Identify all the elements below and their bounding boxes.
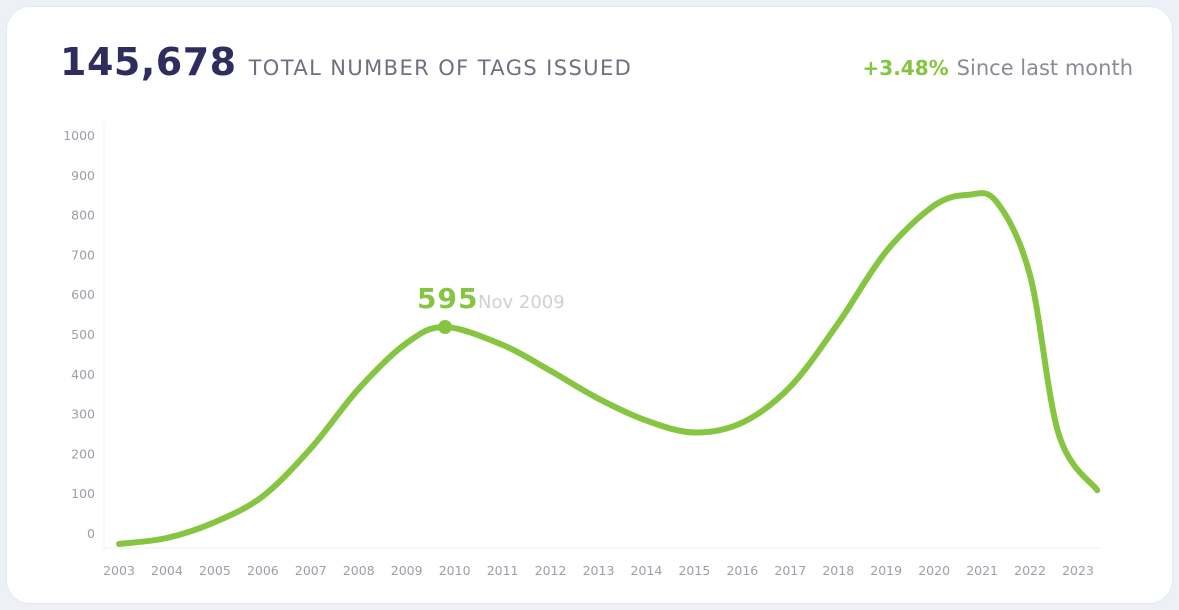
x-tick-label: 2023: [1062, 563, 1094, 578]
change-percent: +3.48%: [862, 56, 949, 80]
x-tick-label: 2021: [966, 563, 998, 578]
x-tick-label: 2019: [870, 563, 902, 578]
chart-card: [6, 6, 1173, 604]
highlight-point[interactable]: [438, 320, 453, 335]
x-tick-label: 2005: [199, 563, 231, 578]
y-tick-label: 400: [71, 367, 95, 382]
x-tick-label: 2012: [535, 563, 567, 578]
x-axis-ticks: 2003 2004 2005 2006 2007 2008 2009 2010 2011 2012…: [103, 563, 1094, 578]
x-tick-label: 2006: [247, 563, 279, 578]
y-tick-label: 500: [71, 327, 95, 342]
y-tick-label: 300: [71, 407, 95, 422]
x-tick-label: 2015: [678, 563, 710, 578]
y-tick-label: 1000: [63, 128, 95, 143]
x-tick-label: 2008: [343, 563, 375, 578]
x-tick-label: 2014: [631, 563, 663, 578]
x-tick-label: 2010: [439, 563, 471, 578]
highlight-date: Nov 2009: [478, 292, 565, 313]
summary-header: 145,678 TOTAL NUMBER OF TAGS ISSUED: [60, 40, 632, 90]
x-tick-label: 2004: [151, 563, 183, 578]
monthly-change: +3.48% Since last month: [863, 56, 1133, 80]
highlight-callout: 595 Nov 2009: [417, 282, 565, 335]
series-layer: [116, 190, 1101, 547]
x-tick-label: 2013: [583, 563, 615, 578]
y-tick-label: 100: [71, 486, 95, 501]
highlight-value: 595: [417, 282, 478, 315]
total-tags-label: TOTAL NUMBER OF TAGS ISSUED: [248, 56, 633, 80]
x-tick-label: 2009: [391, 563, 423, 578]
x-tick-label: 2022: [1014, 563, 1046, 578]
series-line: [116, 190, 1101, 547]
y-tick-label: 200: [71, 446, 95, 461]
y-tick-label: 900: [71, 168, 95, 183]
x-tick-label: 2020: [918, 563, 950, 578]
y-tick-label: 800: [71, 208, 95, 223]
x-tick-label: 2016: [726, 563, 758, 578]
y-tick-label: 700: [71, 247, 95, 262]
x-tick-label: 2007: [295, 563, 327, 578]
x-tick-label: 2018: [822, 563, 854, 578]
x-tick-label: 2017: [774, 563, 806, 578]
change-label: Since last month: [956, 56, 1133, 80]
x-tick-label: 2011: [487, 563, 519, 578]
x-tick-label: 2003: [103, 563, 135, 578]
y-tick-label: 0: [87, 526, 95, 541]
y-tick-label: 600: [71, 287, 95, 302]
total-tags-value: 145,678: [60, 40, 237, 84]
